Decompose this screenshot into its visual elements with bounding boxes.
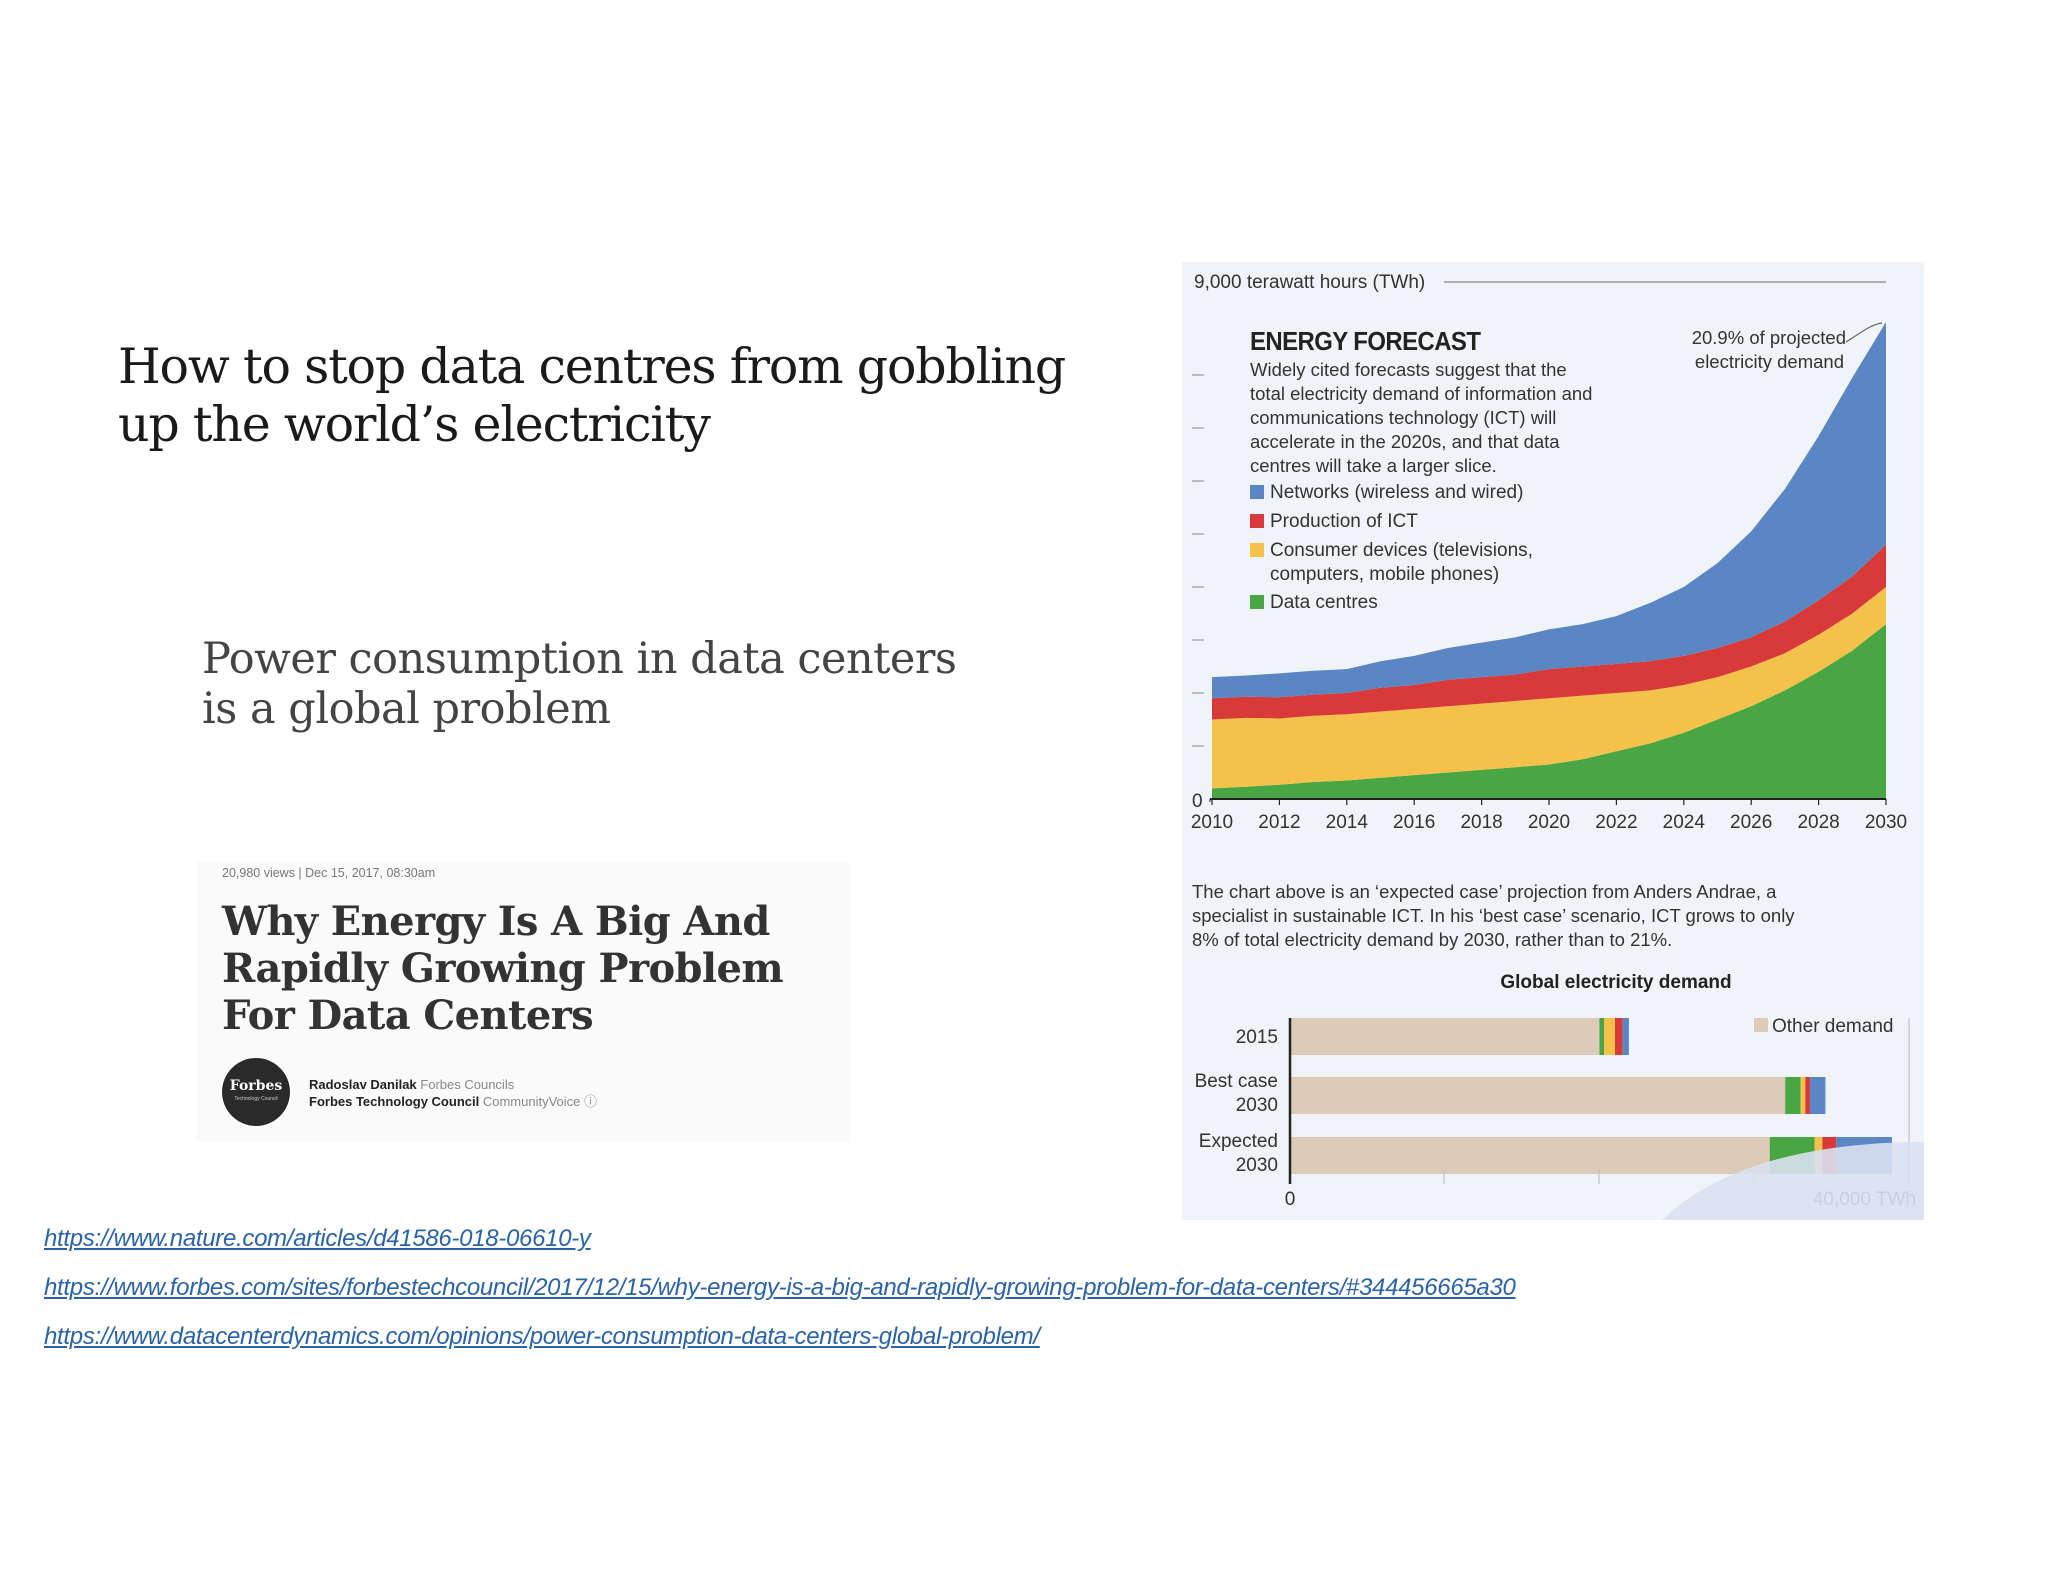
area-series-group <box>1212 322 1886 799</box>
area-annotation-cont: electricity demand <box>1695 351 1844 372</box>
area-annotation: 20.9% of projected <box>1692 327 1846 348</box>
article-title[interactable]: Why Energy Is A Big And Rapidly Growing … <box>222 898 784 1039</box>
bar-segment <box>1622 1018 1629 1055</box>
area-xtick-label: 2010 <box>1191 812 1233 833</box>
bar-category-label-cont: 2030 <box>1236 1155 1278 1176</box>
area-xtick-label: 2012 <box>1258 812 1300 833</box>
caption-line: specialist in sustainable ICT. In his ‘b… <box>1192 905 1795 926</box>
slide-headline: How to stop data centres from gobbling u… <box>118 338 1066 453</box>
bar-segment <box>1290 1077 1786 1114</box>
legend-swatch <box>1250 514 1264 528</box>
link-nature[interactable]: https://www.nature.com/articles/d41586-0… <box>44 1225 591 1252</box>
bar-category-label: Expected <box>1199 1131 1278 1152</box>
council-name[interactable]: Forbes Technology Council <box>309 1094 480 1109</box>
area-xtick-label: 2026 <box>1730 812 1772 833</box>
bar-segment <box>1805 1077 1810 1114</box>
area-xtick-label: 2020 <box>1528 812 1570 833</box>
author-name[interactable]: Radoslav Danilak <box>309 1077 417 1092</box>
area-ylabel: 9,000 terawatt hours (TWh) <box>1194 272 1425 293</box>
bar-segment <box>1290 1137 1770 1174</box>
article-meta: 20,980 views | Dec 15, 2017, 08:30am <box>222 866 436 880</box>
bar-category-label: Best case <box>1195 1071 1278 1092</box>
council-tag: CommunityVoice <box>482 1094 581 1109</box>
info-icon[interactable]: ⓘ <box>584 1094 598 1109</box>
area-xtick-label: 2018 <box>1460 812 1502 833</box>
caption-line: The chart above is an ‘expected case’ pr… <box>1192 881 1777 902</box>
area-series-networks <box>1212 322 1886 699</box>
author-tag: Forbes Councils <box>420 1077 515 1092</box>
bar-title: Global electricity demand <box>1500 972 1731 993</box>
area-xtick-label: 2016 <box>1393 812 1435 833</box>
bar-segment <box>1290 1018 1600 1055</box>
legend-label: Production of ICT <box>1270 511 1418 532</box>
bar-segment <box>1809 1077 1826 1114</box>
slide-subheadline: Power consumption in data centers is a g… <box>202 634 957 734</box>
source-links: https://www.nature.com/articles/d41586-0… <box>44 1214 1516 1361</box>
area-series-production <box>1212 544 1886 720</box>
bar-legend-label: Other demand <box>1772 1016 1893 1037</box>
intro-line: centres will take a larger slice. <box>1250 455 1497 476</box>
intro-line: accelerate in the 2020s, and that data <box>1250 431 1560 452</box>
bar-segment <box>1599 1018 1605 1055</box>
bar-category-label-cont: 2030 <box>1236 1095 1278 1116</box>
area-title: ENERGY FORECAST <box>1250 327 1481 356</box>
bar-legend-swatch <box>1754 1018 1768 1032</box>
caption-line: 8% of total electricity demand by 2030, … <box>1192 929 1672 950</box>
legend-label: Data centres <box>1270 592 1378 613</box>
legend-swatch <box>1250 543 1264 557</box>
bar-segment <box>1604 1018 1615 1055</box>
bar-segment <box>1785 1077 1801 1114</box>
legend-swatch <box>1250 595 1264 609</box>
area-xtick-label: 2024 <box>1663 812 1706 833</box>
forbes-logo-text: Forbes <box>229 1078 283 1094</box>
bar-category-label: 2015 <box>1236 1027 1278 1048</box>
link-datacenterdynamics[interactable]: https://www.datacenterdynamics.com/opini… <box>44 1323 1040 1350</box>
legend-label-cont: computers, mobile phones) <box>1270 564 1499 585</box>
intro-line: total electricity demand of information … <box>1250 383 1592 404</box>
energy-forecast-figure: 9,000 terawatt hours (TWh) 2010 2012 2014 2… <box>1182 262 1924 1220</box>
legend-swatch <box>1250 485 1264 499</box>
link-forbes[interactable]: https://www.forbes.com/sites/forbestechc… <box>44 1274 1516 1301</box>
intro-line: Widely cited forecasts suggest that the <box>1250 359 1567 380</box>
forbes-logo: Forbes Technology Council <box>222 1058 290 1126</box>
area-xtick-label: 2022 <box>1595 812 1637 833</box>
forbes-logo-subtext: Technology Council <box>234 1096 278 1102</box>
bar-segment <box>1800 1077 1806 1114</box>
bar-segment <box>1614 1018 1623 1055</box>
area-xtick-label: 2014 <box>1326 812 1369 833</box>
intro-line: communications technology (ICT) will <box>1250 407 1556 428</box>
area-ytick-0: 0 <box>1192 791 1203 812</box>
area-series-consumer <box>1212 587 1886 789</box>
area-series-data <box>1212 624 1886 799</box>
legend-label: Consumer devices (televisions, <box>1270 540 1533 561</box>
author-block: Radoslav Danilak Forbes Councils Forbes … <box>309 1076 597 1110</box>
bar-xtick-0: 0 <box>1285 1189 1296 1210</box>
area-xtick-label: 2028 <box>1797 812 1839 833</box>
legend-label: Networks (wireless and wired) <box>1270 482 1523 503</box>
article-card[interactable]: 20,980 views | Dec 15, 2017, 08:30am Why… <box>196 862 850 1142</box>
area-xtick-label: 2030 <box>1865 812 1907 833</box>
figure-canvas: 9,000 terawatt hours (TWh) 2010 2012 2014 2… <box>1191 272 1924 1220</box>
